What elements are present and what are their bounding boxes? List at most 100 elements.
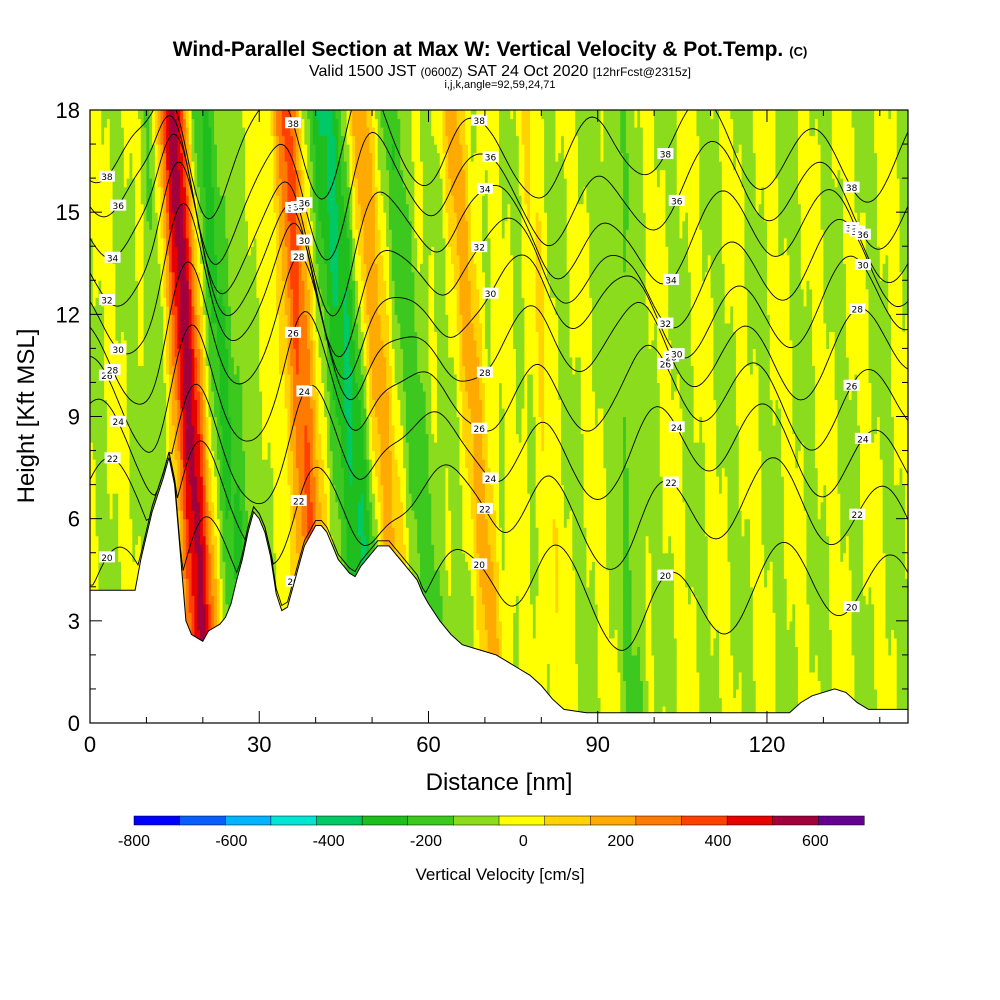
velocity-cell	[132, 229, 136, 239]
velocity-cell	[112, 407, 116, 418]
velocity-cell	[123, 246, 128, 256]
velocity-cell	[135, 373, 139, 384]
velocity-cell	[163, 339, 167, 349]
velocity-cell	[140, 169, 145, 179]
velocity-cell	[140, 135, 145, 145]
velocity-cell	[109, 356, 114, 367]
velocity-cell	[129, 110, 133, 120]
velocity-cell	[109, 518, 114, 528]
velocity-cell	[98, 237, 102, 247]
velocity-cell	[154, 118, 159, 128]
velocity-cell	[171, 280, 176, 290]
velocity-cell	[104, 152, 108, 162]
velocity-cell	[154, 288, 159, 298]
velocity-cell	[126, 178, 131, 188]
velocity-cell	[95, 271, 100, 281]
velocity-cell	[101, 110, 105, 120]
velocity-cell	[132, 237, 136, 247]
velocity-cell	[121, 356, 125, 367]
velocity-cell	[121, 476, 125, 486]
velocity-cell	[149, 237, 153, 247]
velocity-cell	[129, 493, 133, 503]
velocity-cell	[154, 322, 159, 332]
velocity-cell	[132, 527, 136, 537]
velocity-cell	[104, 510, 108, 520]
velocity-cell	[157, 365, 162, 375]
velocity-cell	[115, 220, 119, 230]
velocity-cell	[157, 356, 162, 367]
velocity-cell	[106, 195, 111, 205]
velocity-cell	[121, 373, 125, 384]
velocity-cell	[149, 314, 153, 324]
velocity-cell	[90, 407, 94, 418]
velocity-cell	[126, 186, 131, 196]
velocity-cell	[135, 510, 139, 520]
velocity-cell	[126, 348, 131, 358]
velocity-cell	[154, 476, 159, 486]
velocity-cell	[101, 476, 105, 486]
velocity-cell	[157, 220, 162, 230]
velocity-cell	[137, 203, 142, 213]
velocity-cell	[118, 314, 122, 324]
velocity-cell	[129, 552, 133, 562]
velocity-cell	[177, 476, 181, 486]
velocity-cell	[143, 169, 148, 179]
velocity-cell	[174, 339, 179, 349]
velocity-cell	[157, 331, 162, 341]
velocity-cell	[168, 144, 173, 154]
velocity-cell	[140, 178, 145, 188]
chart-subtitle-indices: i,j,k,angle=92,59,24,71	[444, 79, 555, 91]
velocity-cell	[135, 322, 139, 332]
velocity-cell	[152, 450, 156, 460]
velocity-cell	[174, 212, 179, 222]
velocity-cell	[149, 118, 153, 128]
velocity-cell	[152, 348, 156, 358]
velocity-cell	[163, 237, 167, 247]
velocity-cell	[166, 254, 170, 264]
velocity-cell	[109, 425, 114, 435]
velocity-cell	[160, 237, 164, 247]
velocity-cell	[109, 220, 114, 230]
velocity-cell	[174, 314, 179, 324]
velocity-cell	[90, 399, 94, 409]
velocity-cell	[143, 288, 148, 298]
velocity-cell	[132, 144, 136, 154]
velocity-cell	[123, 220, 128, 230]
velocity-cell	[95, 135, 100, 145]
velocity-cell	[137, 305, 142, 315]
velocity-cell	[90, 212, 94, 222]
velocity-cell	[149, 356, 153, 367]
velocity-cell	[106, 425, 111, 435]
velocity-cell	[137, 348, 142, 358]
velocity-cell	[146, 263, 150, 273]
velocity-cell	[137, 365, 142, 375]
velocity-cell	[90, 339, 94, 349]
velocity-cell	[137, 459, 142, 469]
velocity-cell	[160, 425, 164, 435]
velocity-cell	[92, 263, 97, 273]
velocity-cell	[123, 169, 128, 179]
velocity-cell	[152, 297, 156, 307]
velocity-cell	[101, 561, 105, 571]
velocity-cell	[129, 339, 133, 349]
velocity-cell	[106, 237, 111, 247]
velocity-cell	[177, 322, 181, 332]
velocity-cell	[132, 186, 136, 196]
velocity-cell	[123, 322, 128, 332]
velocity-cell	[98, 314, 102, 324]
velocity-cell	[154, 271, 159, 281]
velocity-cell	[90, 161, 94, 171]
velocity-cell	[160, 212, 164, 222]
velocity-cell	[177, 314, 181, 324]
velocity-cell	[137, 501, 142, 511]
velocity-cell	[92, 425, 97, 435]
velocity-cell	[104, 561, 108, 571]
velocity-cell	[98, 135, 102, 145]
velocity-cell	[143, 416, 148, 426]
velocity-cell	[121, 237, 125, 247]
velocity-cell	[101, 484, 105, 494]
velocity-cell	[112, 425, 116, 435]
velocity-cell	[95, 527, 100, 537]
velocity-cell	[92, 510, 97, 520]
velocity-cell	[101, 459, 105, 469]
